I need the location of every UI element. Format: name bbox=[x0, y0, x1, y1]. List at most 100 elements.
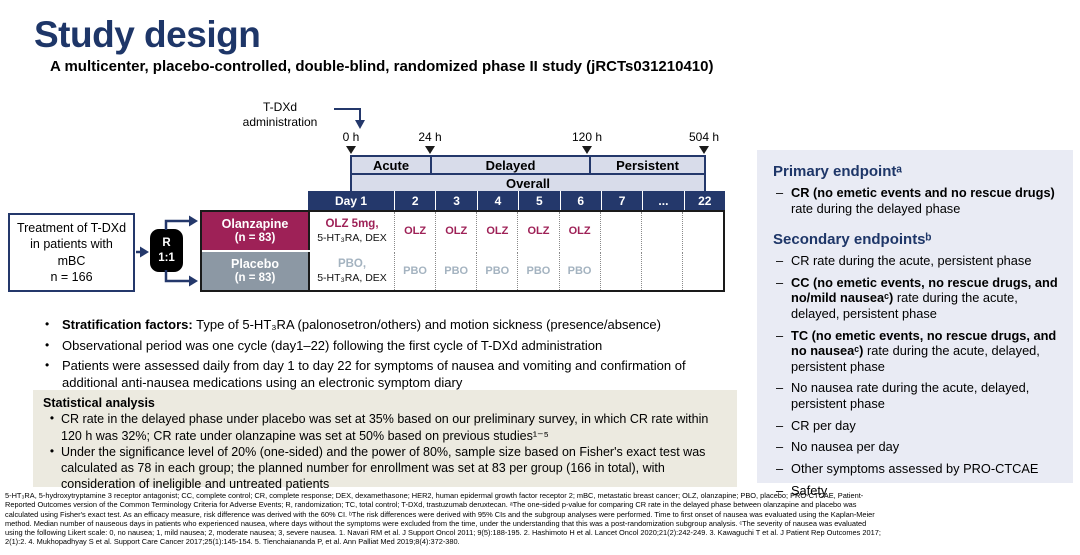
olanzapine-arrowhead-icon bbox=[189, 215, 198, 227]
triangle-marker-icon bbox=[346, 146, 356, 154]
endpoint-text: Other symptoms assessed by PRO-CTCAE bbox=[791, 461, 1065, 477]
list-item: CR rate in the delayed phase under place… bbox=[43, 411, 729, 444]
list-item: No nausea per day bbox=[773, 439, 1065, 455]
randomization-ratio: 1:1 bbox=[158, 251, 175, 264]
tdxd-administration-label: T-DXd administration bbox=[228, 100, 332, 130]
note-bold: Stratification factors: bbox=[62, 317, 193, 332]
list-item: Other symptoms assessed by PRO-CTCAE bbox=[773, 461, 1065, 477]
arm-n: (n = 83) bbox=[234, 231, 276, 244]
timeline-hour-label: 0 h bbox=[342, 130, 360, 144]
triangle-marker-icon bbox=[699, 146, 709, 154]
endpoint-rest: CR per day bbox=[791, 417, 856, 433]
footnote-line: using the following Likert scale: 0, no … bbox=[5, 528, 881, 537]
placebo-arrowhead-icon bbox=[189, 275, 198, 287]
page-subtitle: A multicenter, placebo-controlled, doubl… bbox=[50, 58, 714, 75]
list-item: Safety bbox=[773, 483, 1065, 499]
footnote-line: 2(1):2. 4. Mukhopadhyay S et al. Support… bbox=[5, 537, 460, 547]
note-text: Observational period was one cycle (day1… bbox=[62, 338, 602, 355]
day-header-cell: Day 1 bbox=[308, 191, 395, 210]
endpoint-rest: Other symptoms assessed by PRO-CTCAE bbox=[791, 460, 1039, 476]
endpoint-rest: Safety bbox=[791, 482, 828, 498]
secondary-endpoints-title: Secondary endpointsᵇ bbox=[773, 231, 932, 249]
endpoints-panel: Primary endpointᵃ CR (no emetic events a… bbox=[757, 150, 1073, 498]
arm-name: Olanzapine bbox=[221, 217, 289, 232]
day-cell bbox=[681, 212, 723, 250]
footnote-line: 5-HT₃RA, 5-hydroxytryptamine 3 receptor … bbox=[5, 491, 864, 500]
list-item: CR rate during the acute, persistent pha… bbox=[773, 253, 1065, 269]
study-notes-list: Stratification factors: Type of 5-HT₃RA … bbox=[42, 317, 742, 396]
randomization-r: R bbox=[162, 237, 171, 250]
treatment-population-box: Treatment of T-DXd in patients with mBC … bbox=[8, 213, 135, 292]
olanzapine-arm-label: Olanzapine (n = 83) bbox=[202, 212, 308, 250]
treatment-box-line: in patients with bbox=[30, 237, 113, 252]
placebo-day1-cell: PBO, 5-HT₃RA, DEX bbox=[308, 252, 394, 290]
treatment-arrowhead-icon bbox=[140, 246, 149, 258]
timeline-hour-label: 504 h bbox=[688, 130, 720, 144]
note-rest: Observational period was one cycle (day1… bbox=[62, 337, 603, 353]
endpoint-rest: rate during the acute, delayed, persiste… bbox=[791, 290, 1018, 322]
day-header-row: Day 1 2 3 4 5 6 7 ... 22 bbox=[308, 191, 725, 210]
endpoint-rest: rate during the acute, delayed, persiste… bbox=[791, 343, 1040, 374]
day-cell: OLZ bbox=[558, 212, 600, 250]
note-rest: Patients were assessed daily from day 1 … bbox=[62, 358, 686, 390]
day-header-cell: ... bbox=[643, 191, 685, 210]
day-cell bbox=[640, 212, 682, 250]
day-cell: PBO bbox=[476, 252, 517, 290]
day-cell bbox=[681, 252, 723, 290]
list-item: No nausea rate during the acute, delayed… bbox=[773, 380, 1065, 411]
randomization-box: R 1:1 bbox=[150, 229, 183, 272]
note-text: Patients were assessed daily from day 1 … bbox=[62, 358, 742, 391]
list-item: CR (no emetic events and no rescue drugs… bbox=[773, 185, 1065, 216]
timeline-hour-label: 24 h bbox=[418, 130, 442, 144]
arm-name: Placebo bbox=[231, 257, 279, 272]
tdxd-label-line1: T-DXd bbox=[262, 100, 297, 114]
arm-n: (n = 83) bbox=[234, 271, 276, 284]
olanzapine-day1-cell: OLZ 5mg, 5-HT₃RA, DEX bbox=[308, 212, 394, 250]
primary-endpoint-title: Primary endpointᵃ bbox=[773, 163, 903, 180]
list-item: Observational period was one cycle (day1… bbox=[42, 338, 742, 355]
endpoint-text: CC (no emetic events, no rescue drugs, a… bbox=[791, 275, 1065, 322]
endpoint-bold: TC (no emetic events, no rescue drugs, a… bbox=[791, 327, 1057, 359]
endpoint-text: TC (no emetic events, no rescue drugs, a… bbox=[791, 328, 1065, 375]
phase-acute: Acute bbox=[372, 157, 410, 173]
tdxd-label-line2: administration bbox=[242, 115, 318, 129]
overall-bar: Overall bbox=[350, 173, 706, 193]
day-cell: PBO bbox=[435, 252, 476, 290]
endpoint-text: CR per day bbox=[791, 418, 1065, 434]
day-header-cell: 6 bbox=[561, 191, 602, 210]
day-header-cell: 22 bbox=[698, 193, 712, 208]
tdxd-arrow bbox=[334, 108, 361, 120]
table-row-placebo: Placebo (n = 83) PBO, 5-HT₃RA, DEX PBO P… bbox=[202, 252, 723, 290]
treatment-box-line: Treatment of T-DXd bbox=[16, 221, 127, 235]
note-text: Stratification factors: Type of 5-HT₃RA … bbox=[62, 317, 661, 334]
statistical-analysis-title: Statistical analysis bbox=[43, 396, 155, 410]
list-item: Under the significance level of 20% (one… bbox=[43, 444, 729, 493]
day-header-cell: 4 bbox=[478, 191, 520, 210]
day-cell: PBO bbox=[558, 252, 600, 290]
endpoint-rest: No nausea per day bbox=[791, 439, 900, 455]
footnote-line: Reported Outcomes version of the Common … bbox=[5, 500, 857, 510]
treatment-box-line: n = 166 bbox=[50, 269, 93, 284]
day1-drug: PBO, bbox=[337, 258, 367, 271]
day-cell: OLZ bbox=[476, 212, 517, 250]
endpoint-text: No nausea per day bbox=[791, 439, 1065, 455]
day-header-cell: 7 bbox=[602, 191, 644, 210]
page-title: Study design bbox=[34, 14, 261, 55]
phase-delayed: Delayed bbox=[430, 157, 591, 173]
day-header-cell: 5 bbox=[519, 191, 561, 210]
stat-bullet-text: CR rate in the delayed phase under place… bbox=[61, 412, 709, 443]
day-cell: OLZ bbox=[517, 212, 558, 250]
footnote-line: calculated using Fisher's exact test. As… bbox=[5, 509, 875, 519]
endpoint-bold: CC (no emetic events, no rescue drugs, a… bbox=[791, 274, 1058, 306]
endpoint-rest: No nausea rate during the acute, delayed… bbox=[791, 380, 1030, 412]
phase-bar: Acute Delayed Persistent bbox=[350, 155, 706, 175]
triangle-marker-icon bbox=[425, 146, 435, 154]
day1-base: 5-HT₃RA, DEX bbox=[317, 271, 387, 284]
day1-base: 5-HT₃RA, DEX bbox=[317, 231, 387, 244]
phase-persistent: Persistent bbox=[616, 157, 679, 173]
placebo-arm-label: Placebo (n = 83) bbox=[202, 252, 308, 290]
day-cell: OLZ bbox=[394, 212, 435, 250]
list-item: Patients were assessed daily from day 1 … bbox=[42, 358, 742, 391]
footnote-line: method. Median number of nauseous days i… bbox=[5, 518, 867, 528]
